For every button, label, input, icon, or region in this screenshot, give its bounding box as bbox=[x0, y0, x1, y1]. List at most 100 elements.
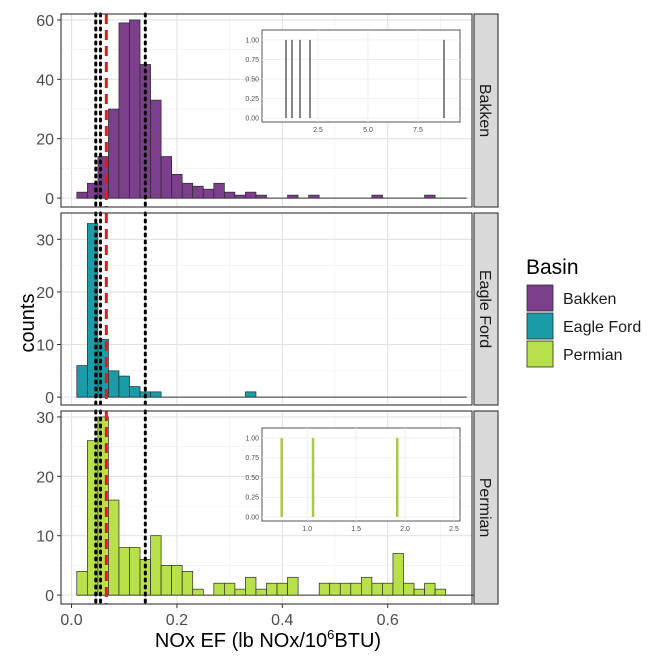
legend-label: Bakken bbox=[563, 291, 616, 308]
x-tick-label: 0.4 bbox=[271, 612, 293, 629]
inset-y-tick-label: 0.25 bbox=[245, 96, 259, 103]
y-tick-label: 20 bbox=[36, 285, 54, 302]
y-tick-label: 0 bbox=[45, 191, 54, 208]
legend-swatch bbox=[526, 340, 554, 368]
panel-eagle-ford: 0 10 20 30 Eagle Ford bbox=[36, 211, 499, 407]
inset-y-tick-label: 1.00 bbox=[245, 37, 259, 44]
panel-background bbox=[61, 213, 472, 405]
inset-x-tick-label: 7.5 bbox=[413, 127, 423, 134]
histogram-bar bbox=[76, 365, 88, 398]
reference-lines bbox=[94, 12, 147, 209]
histogram-bar bbox=[234, 588, 246, 596]
histogram-bar bbox=[255, 194, 267, 199]
histogram-bar bbox=[245, 191, 257, 199]
reference-lines bbox=[94, 211, 147, 407]
histogram-bar bbox=[266, 582, 278, 596]
y-tick-label: 40 bbox=[36, 72, 54, 89]
y-tick-label: 30 bbox=[36, 232, 54, 249]
facet-strip-label: Bakken bbox=[476, 84, 493, 137]
histogram-bar bbox=[382, 582, 394, 596]
histogram-bar bbox=[392, 553, 404, 596]
histogram-bar bbox=[118, 547, 130, 596]
histogram-bar bbox=[76, 191, 88, 199]
x-axis: 0.0 0.2 0.4 0.6 bbox=[60, 604, 399, 629]
inset-x-tick-label: 2.5 bbox=[449, 526, 459, 533]
inset-x-tick-label: 2.0 bbox=[400, 526, 410, 533]
y-tick-label: 0 bbox=[45, 390, 54, 407]
y-axis-title: counts bbox=[17, 294, 39, 353]
x-axis-title-tail: BTU) bbox=[334, 630, 381, 652]
histogram-bar bbox=[118, 375, 130, 398]
inset-y-tick-label: 0.50 bbox=[245, 76, 259, 83]
histogram-bar bbox=[287, 576, 299, 596]
y-tick-label: 0 bbox=[45, 588, 54, 605]
histogram-bar bbox=[150, 99, 162, 199]
facet-strip bbox=[473, 212, 499, 406]
histogram-bar bbox=[223, 191, 236, 199]
histogram-bar bbox=[171, 565, 183, 596]
facet-strip bbox=[473, 410, 499, 605]
histogram-bar bbox=[118, 22, 130, 199]
histogram-bar bbox=[76, 570, 88, 596]
y-tick-label: 10 bbox=[36, 338, 54, 355]
y-tick-label: 20 bbox=[36, 132, 54, 149]
inset-y-tick-label: 0.50 bbox=[245, 475, 259, 482]
legend-label: Permian bbox=[563, 347, 623, 364]
histogram-bar bbox=[97, 338, 109, 398]
histogram-bar bbox=[129, 386, 141, 398]
histogram-bar bbox=[350, 582, 362, 596]
histogram-bars bbox=[76, 19, 436, 199]
histogram-bar bbox=[318, 582, 331, 596]
inset-y-tick-label: 0.25 bbox=[245, 495, 259, 502]
histogram-bar bbox=[86, 223, 99, 398]
legend-label: Eagle Ford bbox=[563, 319, 641, 336]
histogram-bar bbox=[360, 576, 373, 596]
panel-border bbox=[60, 410, 473, 605]
histogram-bar bbox=[287, 194, 299, 199]
inset-plot: 0.00 0.25 0.50 0.75 1.00 1.0 1.5 2.0 2.5 bbox=[245, 427, 461, 533]
histogram-bar bbox=[150, 535, 162, 596]
x-axis-title: NOx EF (lb NOx/106BTU) bbox=[155, 627, 381, 652]
x-tick-label: 0.6 bbox=[377, 612, 399, 629]
histogram-bar bbox=[108, 108, 120, 199]
facet-strip bbox=[473, 13, 499, 208]
histogram-bar bbox=[213, 582, 225, 596]
histogram-bar bbox=[129, 19, 141, 199]
histogram-bar bbox=[371, 194, 383, 199]
inset-plot: 0.00 0.25 0.50 0.75 1.00 2.5 5.0 7.5 bbox=[245, 29, 461, 134]
legend-swatch bbox=[526, 312, 554, 340]
legend-title: Basin bbox=[526, 256, 579, 279]
histogram-bar bbox=[413, 588, 425, 596]
reference-lines bbox=[94, 409, 147, 606]
histogram-bar bbox=[160, 156, 173, 199]
panel-border bbox=[60, 212, 473, 406]
histogram-bar bbox=[329, 582, 341, 596]
histogram-bar bbox=[424, 582, 436, 596]
histogram-bar bbox=[202, 188, 215, 199]
inset-x-tick-label: 5.0 bbox=[363, 127, 373, 134]
histogram-bar bbox=[339, 582, 352, 596]
inset-background bbox=[261, 29, 461, 123]
histogram-bar bbox=[223, 582, 236, 596]
facet-strip-label: Permian bbox=[476, 478, 493, 538]
histogram-bar bbox=[108, 499, 120, 596]
histogram-bar bbox=[160, 565, 173, 596]
histogram-bar bbox=[255, 588, 267, 596]
histogram-bar bbox=[171, 173, 183, 199]
facet-strip-label: Eagle Ford bbox=[476, 270, 493, 348]
histogram-bar bbox=[192, 588, 204, 596]
inset-background bbox=[261, 427, 461, 522]
panel-border bbox=[60, 13, 473, 208]
legend-swatch bbox=[526, 284, 554, 312]
facet-panels: 0.000.250.500.751.002.5 5.0 7.50204060Bakk… bbox=[36, 12, 499, 606]
inset-y-tick-label: 0.75 bbox=[245, 455, 259, 462]
x-axis-title-base: NOx EF (lb NOx/10 bbox=[155, 630, 327, 652]
histogram-bar bbox=[371, 582, 383, 596]
histogram-bars bbox=[76, 416, 489, 596]
y-tick-label: 20 bbox=[36, 469, 54, 486]
inset-y-tick-label: 0.75 bbox=[245, 57, 259, 64]
histogram-bar bbox=[245, 391, 257, 398]
x-tick-label: 0.0 bbox=[60, 612, 82, 629]
inset-x-tick-label: 2.5 bbox=[313, 127, 323, 134]
